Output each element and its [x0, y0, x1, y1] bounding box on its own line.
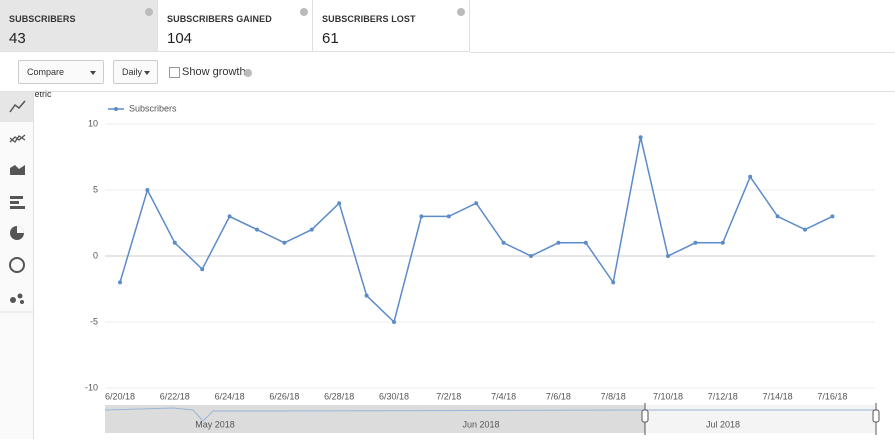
point: [775, 214, 780, 219]
y-tick-label: 5: [93, 184, 98, 194]
metric-value: 104: [167, 30, 193, 47]
x-tick-label: 7/14/18: [763, 391, 793, 401]
x-tick-label: 6/28/18: [324, 391, 354, 401]
pie-slice: [17, 226, 24, 233]
metric-value: 43: [9, 30, 26, 47]
point: [638, 135, 643, 140]
point: [748, 174, 753, 179]
compare-icon-2: [9, 135, 26, 143]
help-icon[interactable]: [145, 8, 153, 16]
navigator-handle[interactable]: [641, 409, 649, 423]
chart-type-icons: [0, 92, 33, 313]
point: [474, 201, 479, 206]
point: [611, 280, 616, 285]
navigator-line: [104, 407, 875, 422]
navigator-handle[interactable]: [872, 409, 880, 423]
series-line: [119, 137, 833, 324]
x-tick-label: 7/10/18: [653, 391, 683, 401]
point: [501, 240, 506, 245]
point: [556, 240, 561, 245]
point: [803, 227, 807, 232]
interval-dropdown[interactable]: Daily: [113, 60, 158, 84]
point: [172, 240, 177, 245]
x-tick-label: 7/12/18: [708, 391, 738, 401]
metric-value: 61: [322, 30, 339, 47]
bubble-icon[interactable]: [10, 297, 16, 303]
x-tick-label: 6/20/18: [105, 391, 135, 401]
x-tick-label: 6/30/18: [379, 391, 409, 401]
metric-tab[interactable]: SUBSCRIBERS GAINED 104: [158, 0, 313, 52]
point: [309, 227, 314, 232]
point: [419, 214, 424, 219]
point: [693, 240, 698, 245]
help-icon[interactable]: [244, 69, 252, 77]
x-tick-label: 7/4/18: [491, 391, 516, 401]
navigator-label: Jun 2018: [462, 419, 499, 429]
help-icon[interactable]: [457, 8, 465, 16]
point: [529, 254, 533, 258]
navigator-label: Jul 2018: [706, 419, 740, 429]
point: [227, 214, 232, 219]
metric-label: SUBSCRIBERS LOST: [322, 14, 416, 24]
x-tick-label: 7/16/18: [817, 391, 847, 401]
metric-tab[interactable]: SUBSCRIBERS 43: [0, 0, 158, 52]
x-tick-label: 7/6/18: [546, 391, 571, 401]
bubble-icon-2: [17, 293, 23, 299]
point: [145, 188, 150, 192]
point: [583, 240, 588, 245]
growth-label: Show growth: [182, 66, 246, 78]
x-tick-label: 6/24/18: [215, 391, 245, 401]
y-tick-label: 0: [93, 250, 98, 260]
x-tick-label: 6/26/18: [269, 391, 299, 401]
chart: -10 -5 0 5 10 6/20/18 6/22/18 6/24/18 6/26/18 6/2…: [85, 103, 880, 435]
point: [282, 240, 287, 245]
y-tick-label: 10: [88, 118, 98, 128]
map-icon[interactable]: [9, 257, 25, 273]
x-tick-label: 7/2/18: [436, 391, 461, 401]
metric-label: SUBSCRIBERS: [9, 14, 76, 24]
legend-label: Subscribers: [129, 103, 177, 113]
y-tick-label: -10: [85, 382, 98, 392]
bar-icon[interactable]: [10, 196, 25, 209]
tab-filler: [470, 0, 895, 53]
metric-tab[interactable]: SUBSCRIBERS LOST 61: [313, 0, 470, 52]
point: [392, 320, 396, 324]
compare-dropdown[interactable]: Compare metric: [18, 60, 104, 99]
x-tick-label: 7/8/18: [601, 391, 626, 401]
point: [446, 214, 451, 219]
point: [200, 267, 205, 272]
navigator-mask: [105, 405, 645, 433]
point: [118, 280, 122, 285]
navigator-label: May 2018: [195, 419, 235, 429]
x-tick-label: 6/22/18: [160, 391, 190, 401]
area-icon[interactable]: [10, 165, 25, 175]
point: [255, 227, 259, 232]
divider: [0, 91, 895, 92]
point: [720, 240, 725, 245]
legend-dot: [114, 107, 118, 111]
chart-type-bar: [0, 92, 34, 439]
point: [666, 254, 670, 258]
help-icon[interactable]: [300, 8, 308, 16]
growth-checkbox[interactable]: [169, 67, 180, 78]
metric-label: SUBSCRIBERS GAINED: [167, 14, 272, 24]
point: [364, 293, 369, 298]
line-icon[interactable]: [9, 100, 26, 113]
y-tick-label: -5: [90, 316, 98, 326]
point: [830, 214, 835, 219]
bubble-icon-3: [20, 300, 24, 304]
point: [337, 201, 342, 206]
